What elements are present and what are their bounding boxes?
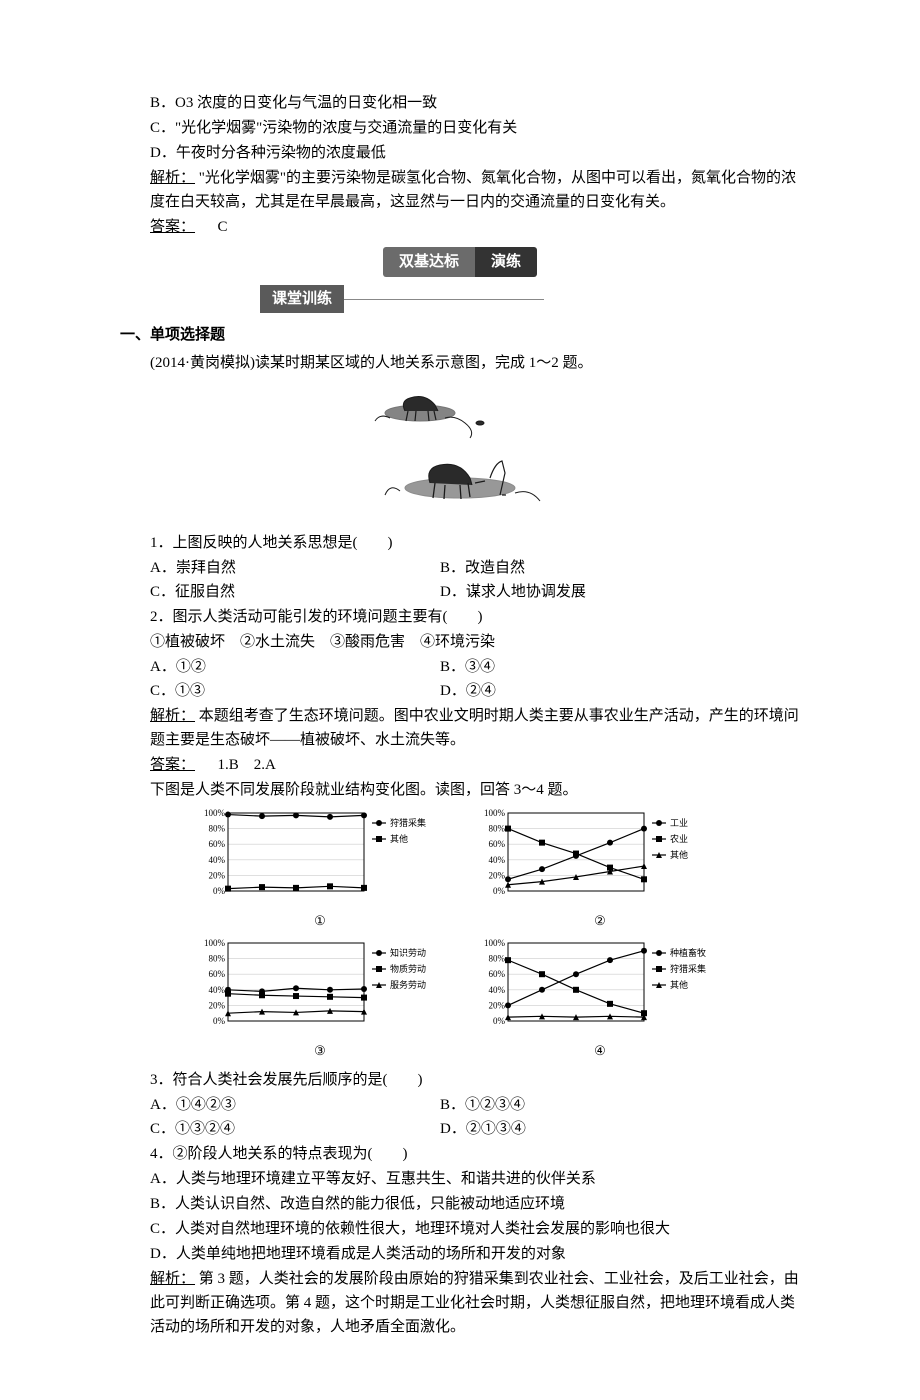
svg-text:60%: 60% xyxy=(489,839,506,849)
q2-a: A．①② xyxy=(150,655,440,679)
answer-value: C xyxy=(218,219,228,235)
illustration-farming xyxy=(330,383,590,523)
q2-c: C．①③ xyxy=(150,679,440,703)
svg-text:狩猎采集: 狩猎采集 xyxy=(670,963,706,974)
svg-text:狩猎采集: 狩猎采集 xyxy=(390,817,426,828)
svg-text:60%: 60% xyxy=(209,969,226,979)
svg-text:20%: 20% xyxy=(489,870,506,880)
banner-sub: 课堂训练 xyxy=(260,285,344,313)
svg-text:80%: 80% xyxy=(209,953,226,963)
svg-text:100%: 100% xyxy=(484,938,506,948)
banner-left: 双基达标 xyxy=(383,247,475,277)
q2-stem: 2．图示人类活动可能引发的环境问题主要有( ) xyxy=(120,605,800,629)
q4-c: C．人类对自然地理环境的依赖性很大，地理环境对人类社会发展的影响也很大 xyxy=(120,1217,800,1241)
svg-text:100%: 100% xyxy=(484,808,506,818)
chart-3: 0% 20% 40% 60% 80% 100% 知识劳动物质劳动服务劳动 ③ xyxy=(190,938,450,1062)
svg-text:20%: 20% xyxy=(209,1000,226,1010)
q12-analysis: 解析： 本题组考查了生态环境问题。图中农业文明时期人类主要从事农业生产活动，产生… xyxy=(120,704,800,752)
analysis-text: 本题组考查了生态环境问题。图中农业文明时期人类主要从事农业生产活动，产生的环境问… xyxy=(150,708,799,748)
option-b: B．O3 浓度的日变化与气温的日变化相一致 xyxy=(120,91,800,115)
q4-d: D．人类单纯地把地理环境看成是人类活动的场所和开发的对象 xyxy=(120,1242,800,1266)
svg-text:0%: 0% xyxy=(493,886,506,896)
svg-text:知识劳动: 知识劳动 xyxy=(390,947,426,958)
svg-text:80%: 80% xyxy=(489,824,506,834)
svg-text:40%: 40% xyxy=(489,985,506,995)
q34-analysis: 解析： 第 3 题，人类社会的发展阶段由原始的狩猎采集到农业社会、工业社会，及后… xyxy=(120,1267,800,1339)
svg-text:40%: 40% xyxy=(489,855,506,865)
analysis-label: 解析： xyxy=(150,170,195,186)
banner-right: 演练 xyxy=(475,247,537,277)
svg-text:其他: 其他 xyxy=(670,849,688,860)
svg-text:0%: 0% xyxy=(213,1016,226,1026)
q1-c: C．征服自然 xyxy=(150,580,440,604)
q1-stem: 1．上图反映的人地关系思想是( ) xyxy=(120,531,800,555)
svg-text:100%: 100% xyxy=(204,938,226,948)
svg-text:20%: 20% xyxy=(209,870,226,880)
q34-intro: 下图是人类不同发展阶段就业结构变化图。读图，回答 3～4 题。 xyxy=(120,778,800,802)
svg-text:100%: 100% xyxy=(204,808,226,818)
svg-text:其他: 其他 xyxy=(670,979,688,990)
svg-text:40%: 40% xyxy=(209,855,226,865)
svg-text:物质劳动: 物质劳动 xyxy=(390,963,426,974)
q3-b: B．①②③④ xyxy=(440,1093,730,1117)
banner-dual: 双基达标演练 xyxy=(120,247,800,277)
chart-3-label: ③ xyxy=(190,1041,450,1062)
q3-d: D．②①③④ xyxy=(440,1117,730,1141)
chart-2-label: ② xyxy=(470,911,730,932)
q1-a: A．崇拜自然 xyxy=(150,556,440,580)
analysis-text: "光化学烟雾"的主要污染物是碳氢化合物、氮氧化合物，从图中可以看出，氮氧化合物的… xyxy=(150,170,796,210)
answer-label: 答案： xyxy=(150,219,195,235)
q2-b: B．③④ xyxy=(440,655,730,679)
banner-sub-wrap: 课堂训练 xyxy=(120,285,800,313)
chart-1-label: ① xyxy=(190,911,450,932)
q12-intro: (2014·黄岗模拟)读某时期某区域的人地关系示意图，完成 1～2 题。 xyxy=(120,351,800,375)
q2-d: D．②④ xyxy=(440,679,730,703)
q3-a: A．①④②③ xyxy=(150,1093,440,1117)
chart-2: 0% 20% 40% 60% 80% 100% 工业农业其他 ② xyxy=(470,808,730,932)
analysis-label: 解析： xyxy=(150,708,195,724)
q4-stem: 4．②阶段人地关系的特点表现为( ) xyxy=(120,1142,800,1166)
chart-4: 0% 20% 40% 60% 80% 100% 种植畜牧狩猎采集其他 ④ xyxy=(470,938,730,1062)
svg-text:种植畜牧: 种植畜牧 xyxy=(670,947,706,958)
q1-d: D．谋求人地协调发展 xyxy=(440,580,730,604)
chart-4-label: ④ xyxy=(470,1041,730,1062)
svg-text:40%: 40% xyxy=(209,985,226,995)
analysis-text: 第 3 题，人类社会的发展阶段由原始的狩猎采集到农业社会、工业社会，及后工业社会… xyxy=(150,1271,799,1335)
top-analysis: 解析： "光化学烟雾"的主要污染物是碳氢化合物、氮氧化合物，从图中可以看出，氮氧… xyxy=(120,166,800,214)
charts-grid: 0%20%40%60%80%100%狩猎采集其他① 0%20%40%60%80%… xyxy=(190,808,730,1062)
analysis-label: 解析： xyxy=(150,1271,195,1287)
svg-text:农业: 农业 xyxy=(670,833,688,844)
q4-a: A．人类与地理环境建立平等友好、互惠共生、和谐共进的伙伴关系 xyxy=(120,1167,800,1191)
q4-b: B．人类认识自然、改造自然的能力很低，只能被动地适应环境 xyxy=(120,1192,800,1216)
q1-b: B．改造自然 xyxy=(440,556,730,580)
svg-text:其他: 其他 xyxy=(390,833,408,844)
top-answer: 答案： C xyxy=(120,215,800,239)
q3-stem: 3．符合人类社会发展先后顺序的是( ) xyxy=(120,1068,800,1092)
svg-text:60%: 60% xyxy=(209,839,226,849)
svg-text:0%: 0% xyxy=(493,1016,506,1026)
option-c: C．"光化学烟雾"污染物的浓度与交通流量的日变化有关 xyxy=(120,116,800,140)
svg-text:80%: 80% xyxy=(489,953,506,963)
svg-text:0%: 0% xyxy=(213,886,226,896)
q12-answer: 答案： 1.B 2.A xyxy=(120,753,800,777)
svg-text:80%: 80% xyxy=(209,824,226,834)
answer-label: 答案： xyxy=(150,757,195,773)
svg-text:工业: 工业 xyxy=(670,818,688,828)
answer-value: 1.B 2.A xyxy=(218,757,276,773)
svg-text:60%: 60% xyxy=(489,969,506,979)
svg-text:服务劳动: 服务劳动 xyxy=(390,979,426,990)
chart-1: 0% 20% 40% 60% 80% 100% 狩猎采集其他 ① xyxy=(190,808,450,932)
section-title: 一、单项选择题 xyxy=(120,323,800,347)
q2-sub: ①植被破坏 ②水土流失 ③酸雨危害 ④环境污染 xyxy=(120,630,800,654)
svg-text:20%: 20% xyxy=(489,1000,506,1010)
option-d: D．午夜时分各种污染物的浓度最低 xyxy=(120,141,800,165)
q3-c: C．①③②④ xyxy=(150,1117,440,1141)
